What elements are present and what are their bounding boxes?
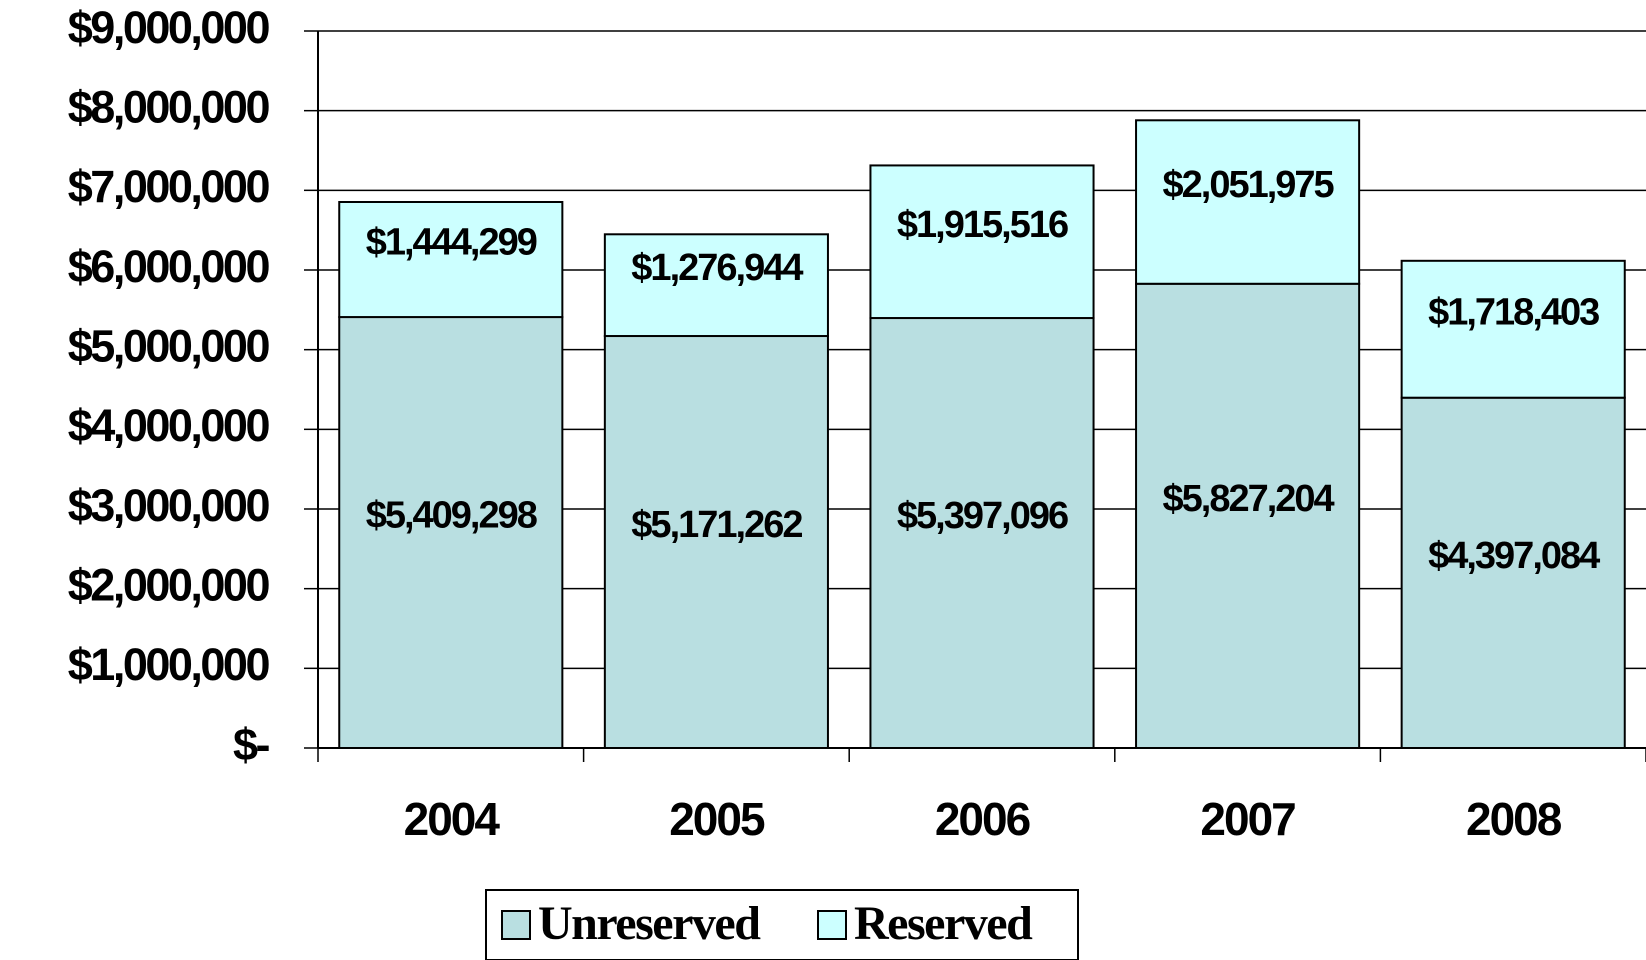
bar-segment <box>603 233 829 338</box>
value-label: $4,397,084 <box>1428 535 1600 577</box>
bar-segment <box>603 335 829 749</box>
bar-segment <box>869 317 1095 749</box>
legend-swatch <box>817 910 847 940</box>
y-tick-label: $2,000,000 <box>68 560 270 611</box>
legend-swatch <box>501 910 531 940</box>
bar-segment <box>1135 119 1361 285</box>
legend-label: Unreserved <box>538 897 761 950</box>
x-tick-label: 2004 <box>404 793 501 845</box>
value-label: $5,171,262 <box>631 504 802 546</box>
y-tick-label: $3,000,000 <box>68 480 270 531</box>
y-tick-label: $9,000,000 <box>68 2 270 53</box>
y-tick-label: $6,000,000 <box>68 241 270 292</box>
bar-segment <box>869 164 1095 320</box>
y-tick-label: $5,000,000 <box>68 321 270 372</box>
y-tick-label: $1,000,000 <box>68 639 270 690</box>
x-tick-label: 2005 <box>669 793 765 845</box>
legend-box <box>485 889 1079 960</box>
value-label: $1,276,944 <box>631 247 803 289</box>
value-label: $5,827,204 <box>1163 478 1335 520</box>
y-tick-label: $7,000,000 <box>68 161 270 212</box>
bar-segment <box>338 316 564 749</box>
value-label: $5,409,298 <box>366 495 537 537</box>
bar-segment <box>1400 396 1626 749</box>
y-tick-label: $- <box>233 719 270 770</box>
y-tick-label: $4,000,000 <box>68 400 270 451</box>
bar-segment <box>338 200 564 319</box>
value-label: $1,915,516 <box>897 204 1068 246</box>
x-tick-label: 2008 <box>1466 793 1562 845</box>
x-tick-label: 2007 <box>1200 793 1295 845</box>
value-label: $5,397,096 <box>897 495 1068 537</box>
x-tick-label: 2006 <box>935 793 1030 845</box>
value-label: $1,444,299 <box>366 222 537 264</box>
bar-segment <box>1400 259 1626 399</box>
value-label: $1,718,403 <box>1428 291 1599 333</box>
y-tick-label: $8,000,000 <box>68 82 270 133</box>
legend-label: Reserved <box>854 897 1033 950</box>
value-label: $2,051,975 <box>1163 164 1335 206</box>
